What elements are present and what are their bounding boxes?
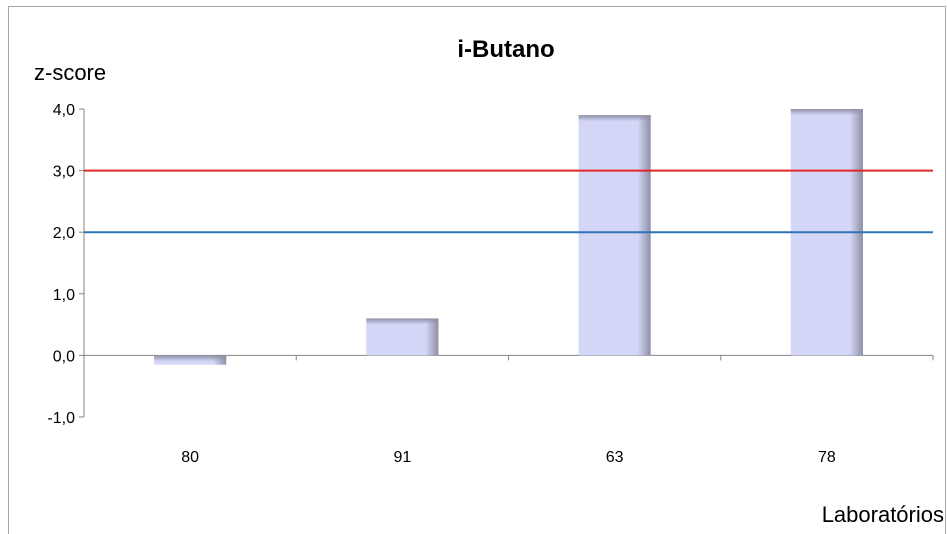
chart-frame [8,6,946,534]
x-tick-label: 91 [393,449,411,466]
chart-title: i-Butano [457,36,554,63]
y-tick-label: 1,0 [53,287,75,304]
bar [578,115,651,356]
y-axis-title: z-score [34,60,106,85]
y-tick-label: -1,0 [47,410,75,427]
y-tick-label: 0,0 [53,348,75,365]
bar-top-shade [790,109,863,115]
y-tick-label: 4,0 [53,102,75,119]
y-tick-label: 2,0 [53,225,75,242]
bar [366,318,439,356]
x-tick-label: 78 [818,449,836,466]
plot-area: -1,0 0,0 1,0 2,0 3,0 4,0 80 91 63 78 [47,102,934,466]
x-axis-title: Laboratórios [822,502,944,527]
x-tick-label: 63 [606,449,624,466]
bar-top-shade [366,318,439,325]
bar-top-shade [578,115,651,122]
y-tick-label: 3,0 [53,164,75,181]
bar-top-shade [154,355,227,362]
x-tick-label: 80 [181,449,199,466]
